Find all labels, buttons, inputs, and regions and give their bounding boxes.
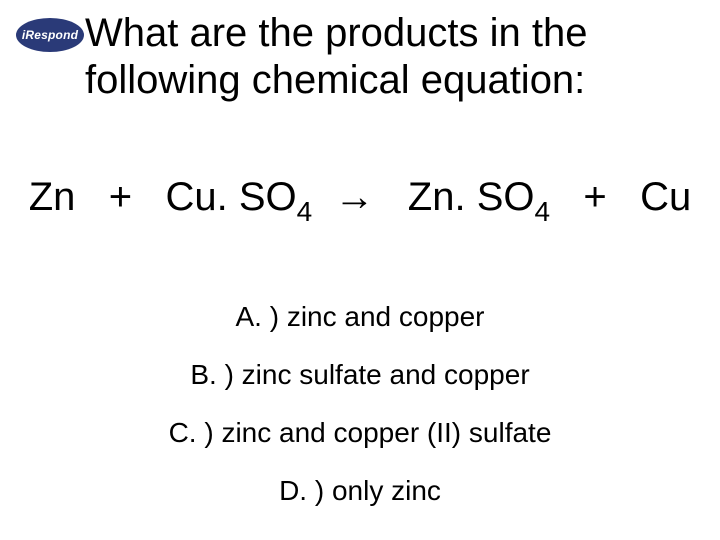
- eq-rhs1-sub: 4: [534, 196, 550, 227]
- option-b[interactable]: B. ) zinc sulfate and copper: [0, 359, 720, 391]
- option-a[interactable]: A. ) zinc and copper: [0, 301, 720, 333]
- eq-rhs1a: Zn. SO: [408, 175, 535, 219]
- chemical-equation: Zn + Cu. SO4 → Zn. SO4 + Cu: [0, 175, 720, 226]
- option-d[interactable]: D. ) only zinc: [0, 475, 720, 507]
- eq-plus2: +: [583, 175, 606, 219]
- eq-rhs2: Cu: [640, 175, 691, 219]
- eq-lhs2a: Cu. SO: [165, 175, 296, 219]
- eq-lhs1: Zn: [29, 175, 76, 219]
- eq-lhs2-sub: 4: [297, 196, 313, 227]
- logo-text: iRespond: [22, 28, 78, 42]
- option-c[interactable]: C. ) zinc and copper (II) sulfate: [0, 417, 720, 449]
- question-title: What are the products in the following c…: [85, 10, 690, 104]
- eq-plus1: +: [109, 175, 132, 219]
- answer-options: A. ) zinc and copper B. ) zinc sulfate a…: [0, 275, 720, 533]
- slide-container: iRespond What are the products in the fo…: [0, 0, 720, 540]
- eq-arrow: →: [334, 175, 374, 219]
- irespond-logo: iRespond: [16, 18, 84, 52]
